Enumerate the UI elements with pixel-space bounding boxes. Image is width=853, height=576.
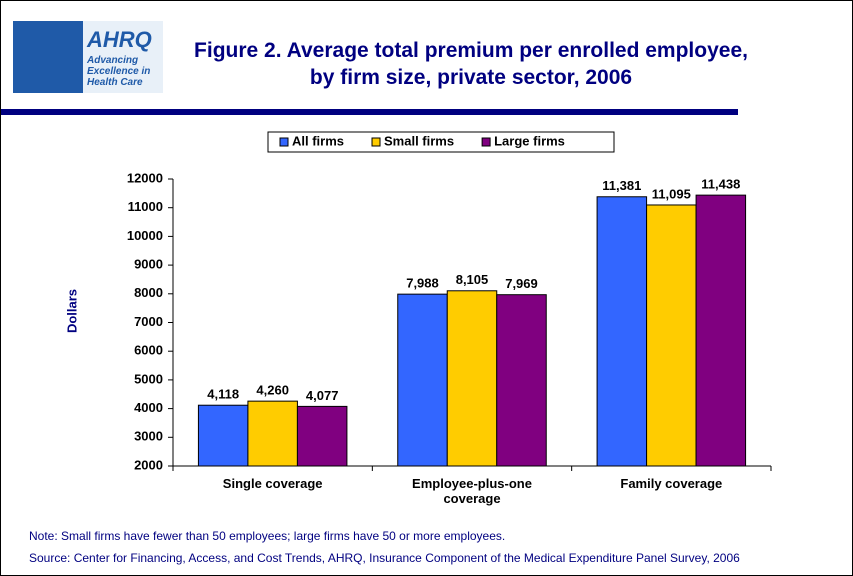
value-label: 11,381 xyxy=(602,178,641,193)
bar xyxy=(695,194,747,467)
bar xyxy=(247,400,298,467)
y-tick-label: 12000 xyxy=(127,170,163,185)
value-label: 4,077 xyxy=(306,388,339,403)
bar xyxy=(397,293,448,467)
legend-swatch xyxy=(371,137,381,147)
value-label: 8,105 xyxy=(456,272,489,287)
bar xyxy=(446,290,498,467)
source: Source: Center for Financing, Access, an… xyxy=(29,551,740,565)
bar xyxy=(646,204,697,467)
bar xyxy=(496,294,547,467)
value-label: 11,438 xyxy=(701,177,740,192)
y-tick-label: 5000 xyxy=(134,371,163,386)
legend-swatch xyxy=(481,137,491,147)
bar xyxy=(197,404,249,467)
hhs-emblem xyxy=(13,21,83,93)
y-axis-label: Dollars xyxy=(64,289,79,333)
y-tick-label: 9000 xyxy=(134,257,163,272)
x-tick-label: Employee-plus-one coverage xyxy=(412,476,532,506)
x-tick-label-box: Employee-plus-one coverage xyxy=(412,476,532,506)
legend-box xyxy=(267,131,615,153)
y-tick-label: 7000 xyxy=(134,314,163,329)
logo-name: AHRQ xyxy=(87,27,152,52)
y-tick-label: 3000 xyxy=(134,429,163,444)
x-tick-label: Family coverage xyxy=(620,476,723,491)
legend-swatch xyxy=(279,137,289,147)
value-label: 4,260 xyxy=(256,383,289,398)
x-tick-label-box: Single coverage xyxy=(222,476,323,491)
value-label: 7,969 xyxy=(505,276,538,291)
y-tick-label: 6000 xyxy=(134,343,163,358)
value-label: 7,988 xyxy=(406,276,439,291)
y-tick-label: 11000 xyxy=(128,199,163,214)
logo-panel xyxy=(83,21,163,93)
legend-label: Large firms xyxy=(494,133,565,148)
value-label: 4,118 xyxy=(207,387,239,402)
value-label: 11,095 xyxy=(652,186,691,201)
chart-title: Figure 2. Average total premium per enro… xyxy=(194,39,748,89)
logo-tagline: Advancing Excellence in Health Care xyxy=(87,55,151,88)
header-rule xyxy=(1,109,738,115)
logo: AHRQ Advancing Excellence in Health Care xyxy=(13,21,163,93)
legend-label: All firms xyxy=(292,133,344,148)
legend-label: Small firms xyxy=(384,133,454,148)
y-tick-label: 2000 xyxy=(134,457,163,472)
x-tick-label-box: Family coverage xyxy=(620,476,723,491)
y-tick-label: 4000 xyxy=(134,400,163,415)
bar xyxy=(596,196,648,467)
note: Note: Small firms have fewer than 50 emp… xyxy=(29,529,506,543)
x-tick-label: Single coverage xyxy=(222,476,323,491)
y-tick-label: 8000 xyxy=(134,285,163,300)
bar xyxy=(296,405,348,467)
y-tick-label: 10000 xyxy=(127,228,163,243)
